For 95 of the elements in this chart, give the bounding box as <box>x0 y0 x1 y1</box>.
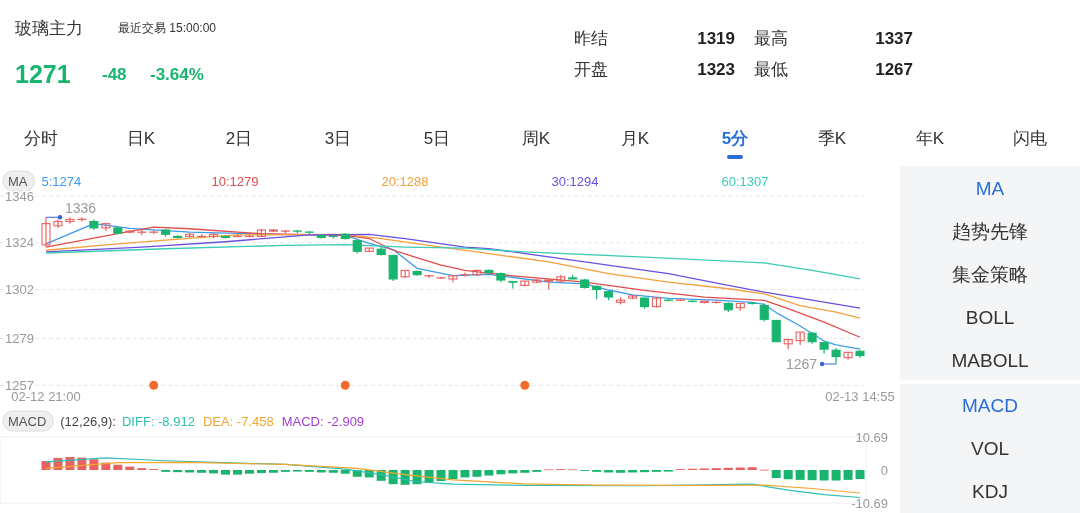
candlestick <box>65 216 75 225</box>
y-tick-label: 1324 <box>5 235 34 251</box>
text: 年K <box>915 128 945 148</box>
candlestick <box>472 268 482 277</box>
bar <box>197 470 207 473</box>
text: MACD <box>962 394 1018 416</box>
text: 2日 <box>225 128 253 148</box>
text: 5日 <box>423 128 451 148</box>
y-tick-label: 1302 <box>5 282 34 298</box>
candlestick <box>508 280 518 290</box>
bar <box>173 470 183 473</box>
bar <box>771 470 781 479</box>
legend-title: MA <box>8 173 28 189</box>
chart-subtitle: (12,26,9): <box>60 413 116 429</box>
bar <box>448 470 458 480</box>
y-tick-label: 10.69 <box>855 429 888 445</box>
bar <box>723 467 733 470</box>
bar <box>807 470 817 481</box>
bar <box>472 470 482 477</box>
candlestick <box>41 216 51 248</box>
text: MACD: -2.909 <box>281 413 365 429</box>
text: 60:1307 <box>721 173 769 189</box>
bar <box>819 470 829 481</box>
text: 周K <box>521 128 551 148</box>
text: 日K <box>126 128 156 148</box>
text: 20:1288 <box>381 173 429 189</box>
bar <box>520 470 530 473</box>
candlestick <box>448 275 458 283</box>
y-tick-label: 0 <box>880 462 888 478</box>
text: 最高 <box>754 28 788 48</box>
bar <box>747 467 757 470</box>
text: MABOLL <box>951 349 1029 371</box>
text: 30:1294 <box>551 173 599 189</box>
text: 分时 <box>24 128 58 148</box>
bar <box>616 470 626 473</box>
candlestick <box>388 253 398 282</box>
text: -48 <box>102 64 127 84</box>
bar <box>843 470 853 480</box>
candlestick <box>53 218 63 229</box>
bar <box>244 470 254 474</box>
bar <box>268 470 278 473</box>
line-series <box>45 244 861 280</box>
text: 开盘 <box>574 59 608 79</box>
bar <box>340 470 350 474</box>
bar <box>855 470 865 479</box>
y-tick-label: 1257 <box>5 377 34 393</box>
candlestick <box>843 351 853 361</box>
text: 10:1279 <box>211 173 259 189</box>
bar <box>221 470 231 475</box>
legend-title: MACD <box>8 413 47 429</box>
bar <box>640 470 650 473</box>
annotation: 1267 <box>785 356 818 373</box>
x-tick-label: 02-13 14:55 <box>825 388 895 404</box>
text: 3日 <box>324 128 352 148</box>
candlestick <box>771 319 781 343</box>
y-tick-label: 1346 <box>5 188 34 204</box>
bar <box>831 470 841 481</box>
bar <box>783 470 793 480</box>
bar <box>460 470 470 478</box>
text: 集金策略 <box>952 263 1028 285</box>
text: 昨结 <box>574 28 608 48</box>
bar <box>233 470 243 475</box>
bar <box>328 470 338 473</box>
text: 1337 <box>875 28 913 48</box>
text: 1267 <box>875 59 913 79</box>
text: 5分 <box>721 128 750 148</box>
text: 最低 <box>754 59 788 79</box>
text: 月K <box>620 128 650 148</box>
bar <box>496 470 506 475</box>
text: KDJ <box>972 480 1008 502</box>
bar <box>795 470 805 480</box>
candlestick <box>759 302 769 323</box>
text: 1271 <box>15 60 71 88</box>
text: DIFF: -8.912 <box>121 413 195 429</box>
bar <box>113 464 123 470</box>
y-tick-label: -10.69 <box>851 495 888 511</box>
text: 季K <box>817 128 847 148</box>
candlestick <box>831 347 841 365</box>
candlestick <box>400 269 410 279</box>
text: DEA: -7.458 <box>202 413 274 429</box>
text: -3.64% <box>150 64 204 84</box>
text: MA <box>975 177 1005 199</box>
text: 玻璃主力 <box>15 18 83 38</box>
text: 最近交易 15:00:00 <box>118 21 217 35</box>
y-tick-label: 1279 <box>5 331 34 347</box>
annotation: 1336 <box>64 200 97 217</box>
text: 1323 <box>697 59 735 79</box>
bar <box>256 470 266 474</box>
text: 趋势先锋 <box>952 220 1028 242</box>
text: 1319 <box>697 28 735 48</box>
bar <box>484 470 494 476</box>
text: VOL <box>970 437 1010 459</box>
text: 闪电 <box>1013 128 1047 148</box>
text: BOLL <box>965 306 1015 328</box>
text: 5:1274 <box>41 173 82 189</box>
